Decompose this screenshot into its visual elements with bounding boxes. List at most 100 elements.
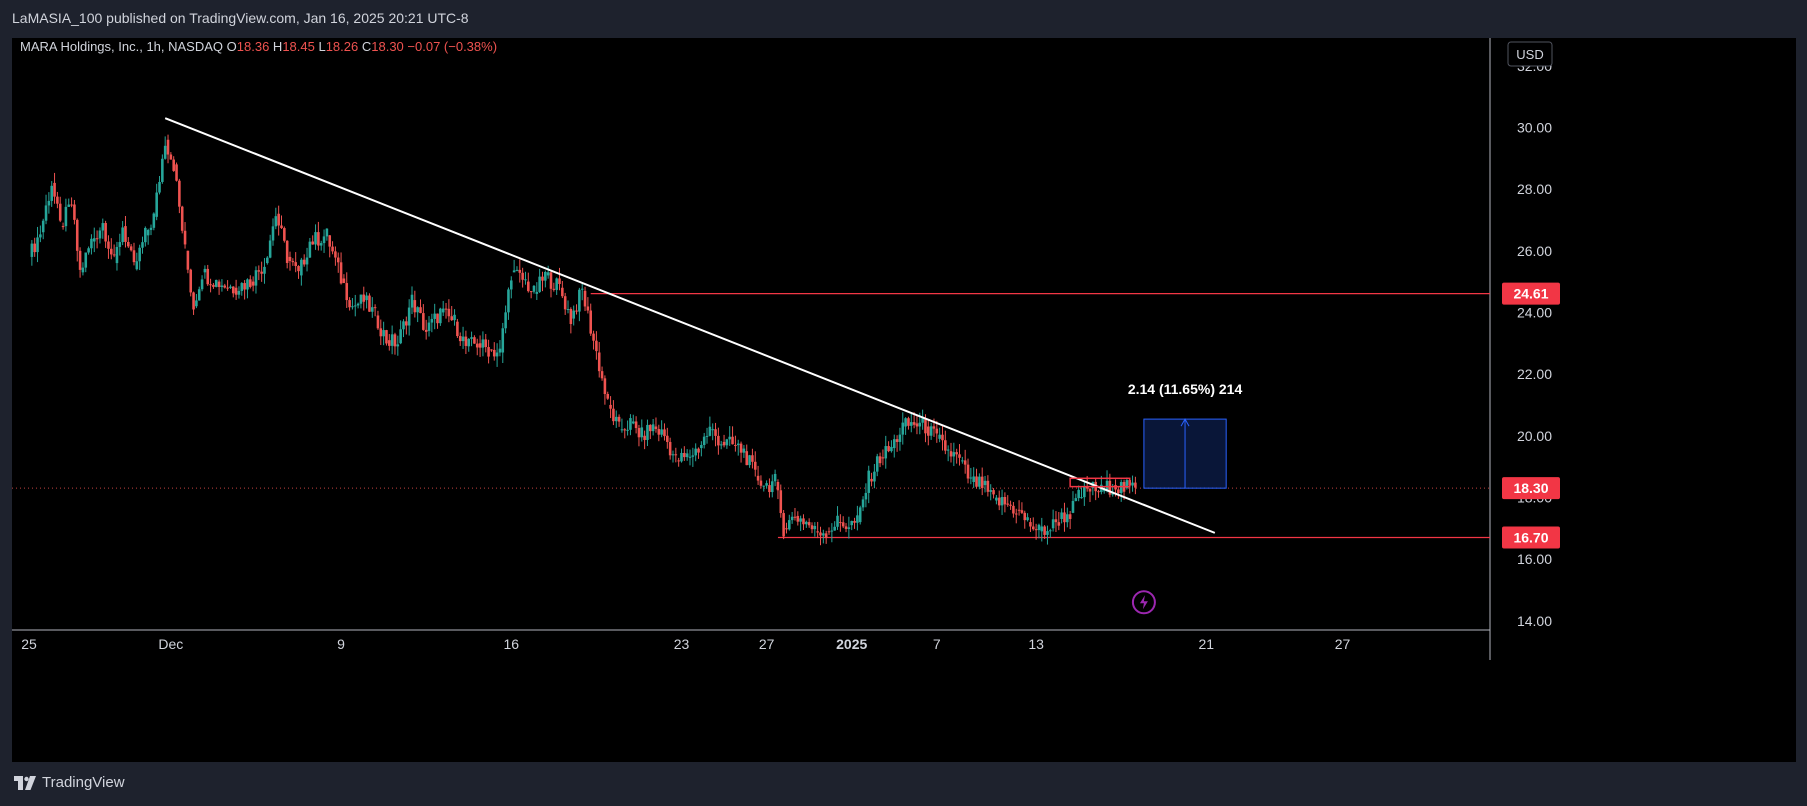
candle-body — [992, 490, 995, 495]
candle-body — [146, 229, 150, 236]
candle-body — [132, 250, 136, 263]
candle-body — [478, 343, 482, 348]
candle-body — [115, 246, 119, 264]
candle-body — [909, 422, 913, 426]
candle-body — [753, 461, 757, 470]
candle-body — [586, 306, 590, 311]
candle-body — [978, 476, 981, 487]
candle-body — [461, 336, 465, 342]
candle-body — [427, 322, 431, 331]
candle-body — [95, 238, 99, 240]
candle-body — [490, 349, 493, 351]
candle-body — [634, 421, 638, 429]
candle-body — [223, 285, 227, 288]
candle-body — [396, 344, 400, 347]
candle-body — [1046, 531, 1049, 535]
candle-body — [680, 452, 683, 462]
candle-body — [334, 251, 337, 258]
candle-body — [302, 259, 306, 265]
candle-body — [73, 204, 76, 220]
candle-body — [980, 476, 984, 489]
candle-body — [274, 216, 278, 227]
candle-body — [563, 296, 567, 310]
candle-body — [569, 308, 573, 325]
candle-body — [728, 436, 732, 440]
candle-body — [1057, 522, 1061, 526]
candle-body — [666, 435, 669, 442]
candle-body — [376, 315, 380, 329]
candle-body — [342, 278, 346, 284]
price-chart[interactable]: 32.0030.0028.0026.0024.0022.0020.0018.00… — [12, 38, 1796, 762]
candle-body — [41, 220, 45, 233]
candle-body — [61, 226, 65, 228]
candle-body — [966, 464, 970, 479]
candle-body — [748, 455, 751, 466]
candle-body — [708, 426, 712, 436]
candle-body — [546, 272, 550, 276]
candle-body — [1017, 509, 1021, 511]
candle-body — [952, 452, 956, 457]
candle-body — [580, 288, 584, 290]
event-marker — [1131, 590, 1156, 615]
candle-body — [410, 294, 414, 308]
candle-body — [325, 228, 329, 237]
candle-body — [243, 283, 246, 290]
candle-body — [785, 528, 788, 530]
candle-body — [294, 262, 297, 267]
candle-body — [858, 507, 862, 523]
candle-body — [1043, 526, 1046, 535]
candle-body — [927, 426, 930, 436]
candle-body — [158, 181, 161, 193]
candle-body — [1071, 500, 1075, 513]
candle-body — [473, 337, 476, 344]
brand-logo[interactable]: TradingView — [14, 774, 125, 791]
candle-body — [129, 246, 133, 251]
candle-body — [430, 318, 434, 323]
candle-body — [317, 232, 320, 246]
candle-body — [782, 513, 785, 537]
candle-body — [870, 478, 873, 482]
last-price-badge: 18.30 — [1513, 480, 1548, 496]
candle-body — [799, 518, 802, 522]
candle-body — [186, 250, 190, 270]
candle-body — [322, 236, 326, 244]
candle-body — [53, 182, 56, 197]
candle-body — [572, 310, 575, 319]
candle-body — [844, 526, 848, 529]
candle-body — [336, 257, 340, 263]
candle-body — [742, 448, 746, 453]
candle-body — [305, 257, 309, 265]
candle-body — [1012, 505, 1015, 514]
candle-body — [141, 242, 144, 248]
candle-body — [688, 456, 692, 458]
candle-body — [975, 476, 978, 487]
candle-body — [875, 456, 879, 472]
candle-body — [319, 243, 323, 246]
candle-body — [606, 393, 610, 399]
candle-body — [836, 515, 839, 527]
candle-body — [983, 480, 987, 486]
candle-body — [345, 283, 349, 301]
candle-body — [487, 347, 490, 357]
y-tick-label: 28.00 — [1517, 181, 1552, 197]
candle-body — [1077, 489, 1080, 499]
candle-body — [90, 238, 93, 249]
candle-body — [254, 270, 258, 286]
candle-body — [402, 321, 405, 330]
candle-body — [388, 340, 391, 346]
candle-body — [660, 429, 663, 435]
candle-body — [75, 219, 79, 251]
candle-body — [768, 485, 771, 493]
candle-body — [617, 416, 621, 422]
candle-body — [104, 223, 107, 242]
trendline — [164, 117, 1216, 534]
candle-body — [419, 307, 422, 314]
level-price-badge-bg — [1502, 526, 1560, 549]
candle-body — [770, 481, 774, 493]
candle-body — [138, 247, 141, 262]
candle-body — [694, 448, 697, 456]
candle-body — [447, 308, 451, 317]
y-tick-label: 16.00 — [1517, 551, 1552, 567]
chart-panel[interactable]: 32.0030.0028.0026.0024.0022.0020.0018.00… — [12, 38, 1796, 762]
candle-body — [691, 455, 695, 457]
